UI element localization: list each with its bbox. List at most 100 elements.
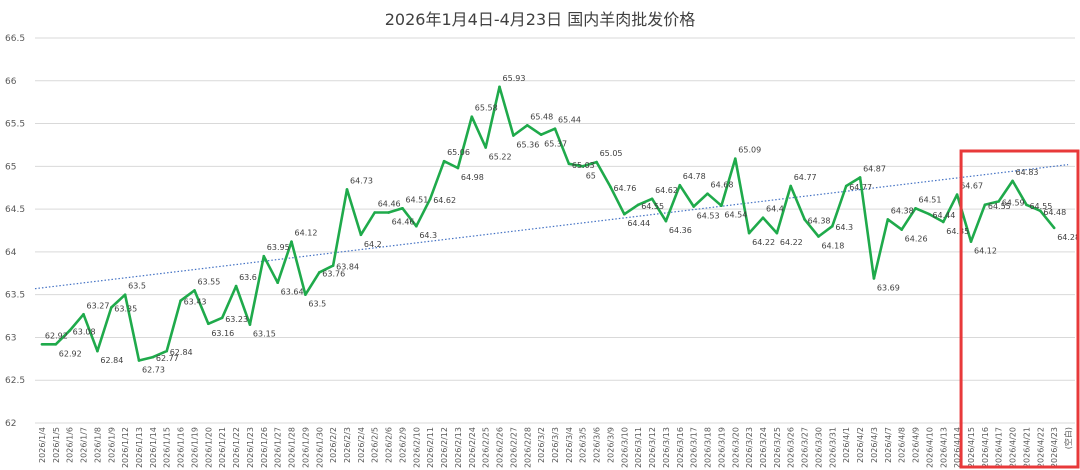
data-labels: 62.92 62.92 63.08 63.27 62.84 63.35 63.5 62.73 6…: [45, 74, 1080, 375]
data-point: [997, 200, 1001, 203]
data-label: 64.22: [780, 238, 803, 247]
data-label: 63.15: [253, 330, 276, 339]
data-point: [955, 193, 959, 196]
data-label: 65.09: [738, 146, 761, 155]
data-point: [692, 205, 695, 208]
data-label: 65: [586, 171, 596, 180]
x-tick-label: 2026/3/18: [704, 427, 713, 468]
x-tick-label: 2026/2/5: [371, 427, 380, 463]
data-label: 64.77: [794, 173, 817, 182]
data-label: 62.73: [142, 366, 165, 375]
data-label: 63.35: [114, 305, 137, 314]
x-tick-label: 2026/3/31: [828, 427, 837, 468]
data-point: [886, 218, 890, 221]
y-tick-label: 65.5: [5, 120, 25, 130]
y-tick-label: 64: [5, 248, 17, 258]
gridlines: [35, 37, 1075, 424]
data-point: [581, 165, 585, 168]
data-label: 64.4: [766, 205, 784, 214]
data-point: [525, 123, 529, 127]
y-tick-label: 66.5: [5, 34, 25, 44]
data-label: 64.48: [1043, 208, 1066, 217]
data-point: [817, 235, 820, 238]
data-label: 64.35: [946, 227, 969, 236]
x-tick-label: 2026/1/15: [163, 427, 172, 468]
x-tick-label: 2026/3/24: [759, 427, 768, 468]
x-tick-label: 2026/1/29: [301, 427, 310, 468]
data-point: [498, 85, 501, 89]
data-point: [706, 192, 709, 196]
data-label: 62.92: [45, 331, 68, 340]
x-tick-label: 2026/3/16: [676, 427, 685, 468]
x-tick-label: 2026/2/4: [357, 427, 366, 463]
data-point: [512, 134, 515, 137]
data-label: 64.51: [405, 195, 428, 204]
x-tick-label: 2026/4/10: [925, 427, 934, 468]
x-tick-label: 2026/3/10: [620, 427, 629, 468]
data-label: 64.46: [378, 200, 401, 209]
data-label: 64.26: [905, 235, 928, 244]
data-point: [68, 329, 71, 332]
data-point: [595, 160, 598, 164]
data-point: [789, 184, 793, 188]
trendline-group: [34, 164, 1069, 290]
data-point: [82, 313, 85, 316]
data-label: 62.84: [170, 348, 193, 357]
x-tick-label: 2026/4/13: [939, 427, 948, 468]
data-label: 62.92: [59, 349, 82, 358]
data-point: [761, 216, 765, 219]
data-label: 65.44: [558, 116, 581, 125]
data-label: 64.77: [849, 183, 872, 192]
data-point: [664, 219, 668, 223]
data-point: [733, 157, 737, 160]
data-point: [914, 206, 917, 210]
data-label: 64.55: [1029, 202, 1052, 211]
data-point: [317, 271, 321, 274]
data-label: 64.87: [863, 164, 886, 173]
data-point: [831, 224, 834, 228]
x-tick-label: 2026/1/14: [149, 427, 158, 468]
data-label: 64.38: [808, 216, 831, 225]
x-tick-label: 2026/3/4: [565, 427, 574, 463]
data-label: 64.54: [724, 211, 747, 220]
data-label: 64.3: [419, 231, 437, 240]
data-point: [678, 183, 682, 187]
x-tick-label: 2026/1/4: [38, 427, 47, 463]
data-point: [442, 159, 446, 163]
x-tick-label: 2026/4/2: [856, 427, 865, 463]
x-tick-label: 2026/4/21: [1022, 427, 1031, 468]
x-tick-label: 2026/1/26: [260, 427, 269, 468]
x-tick-label: 2026/3/2: [537, 427, 546, 463]
data-point: [650, 197, 654, 201]
data-point: [123, 293, 127, 296]
data-point: [1011, 179, 1014, 183]
x-tick-label: 2026/3/27: [801, 427, 810, 468]
data-label: 64.68: [711, 181, 734, 190]
data-label: 65.36: [516, 141, 539, 150]
data-label: 64.22: [752, 238, 775, 247]
x-tick-label: 2026/1/7: [80, 427, 89, 463]
data-label: 64.44: [932, 211, 955, 220]
data-point: [193, 289, 196, 292]
data-label: 65.58: [475, 104, 498, 113]
data-label: 63.43: [184, 298, 207, 307]
data-point: [609, 185, 612, 189]
data-point: [179, 299, 182, 302]
highlight-group: [959, 149, 1080, 469]
x-tick-label: 2026/1/13: [135, 427, 144, 468]
x-tick-label: 2026/3/17: [690, 427, 699, 468]
data-label: 64.67: [960, 182, 983, 191]
data-point: [1025, 203, 1028, 207]
x-tick-label: 2026/3/26: [787, 427, 796, 468]
data-point: [415, 224, 418, 228]
data-point: [248, 323, 252, 326]
x-tick-label: 2026/1/19: [190, 427, 199, 468]
data-label: 64.62: [655, 186, 678, 195]
series-line: [41, 85, 1056, 362]
data-point: [276, 281, 279, 284]
data-label: 64.12: [295, 229, 318, 238]
x-tick-label: 2026/4/9: [912, 427, 921, 463]
data-point: [373, 211, 377, 214]
data-label: 64.44: [627, 219, 650, 228]
x-tick-label: 2026/3/13: [662, 427, 671, 468]
